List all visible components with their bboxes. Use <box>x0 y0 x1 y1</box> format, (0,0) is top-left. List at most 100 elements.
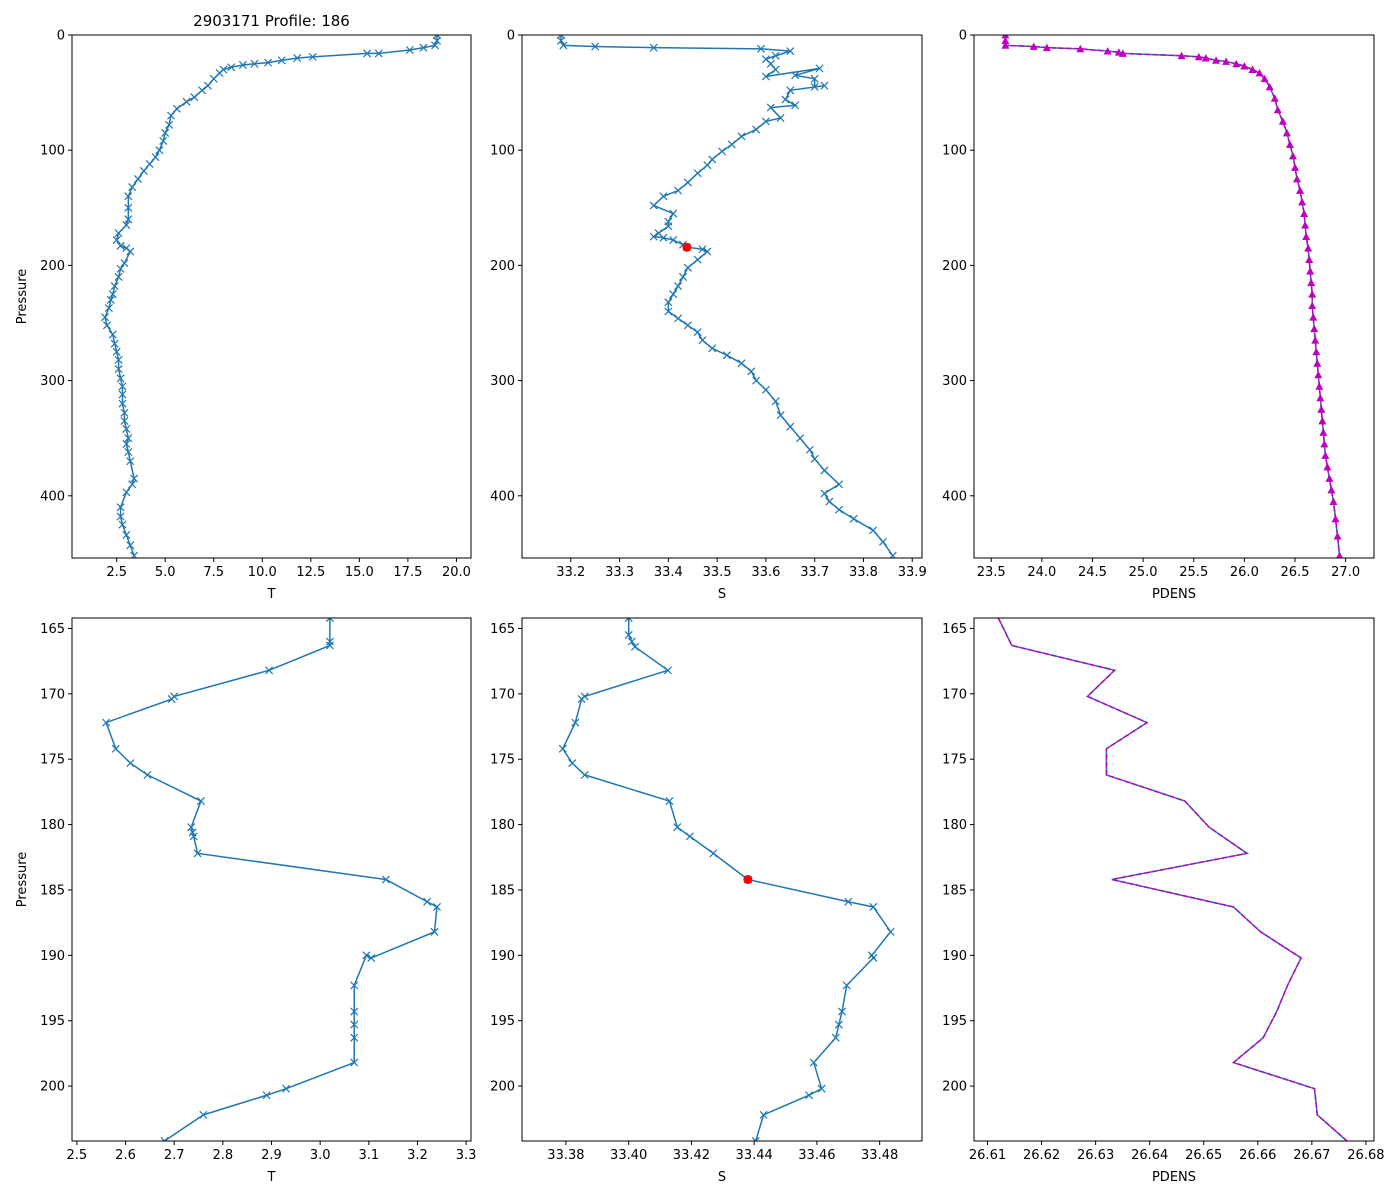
data-point <box>698 245 707 254</box>
data-point <box>747 367 756 376</box>
y-tick-label: 180 <box>490 818 515 833</box>
data-point <box>159 136 168 146</box>
data-point <box>844 897 853 906</box>
data-point <box>325 618 334 623</box>
data-point <box>663 666 672 675</box>
data-point <box>126 457 135 466</box>
data-point <box>1313 359 1322 367</box>
data-point <box>165 120 174 129</box>
data-point <box>817 1084 826 1093</box>
data-point <box>1333 532 1342 540</box>
data-point <box>693 255 702 264</box>
y-tick-label: 195 <box>490 1014 515 1029</box>
series-line <box>561 618 892 1141</box>
data-point <box>761 72 770 81</box>
data-point <box>834 1020 843 1029</box>
x-axis-label: T <box>267 587 276 602</box>
highlight-point <box>682 242 692 252</box>
data-point <box>558 744 567 753</box>
y-tick-label: 165 <box>942 622 967 637</box>
data-point <box>193 849 202 858</box>
data-point <box>835 505 844 514</box>
x-tick-label: 33.3 <box>605 565 634 580</box>
x-tick-label: 26.66 <box>1239 1148 1276 1163</box>
x-axis-label: T <box>267 1170 276 1185</box>
data-point <box>756 44 766 53</box>
highlight-point <box>743 875 753 884</box>
data-point <box>350 1058 359 1067</box>
data-point <box>674 186 683 195</box>
data-point <box>888 551 897 558</box>
y-tick-label: 0 <box>959 29 967 44</box>
x-tick-label: 26.65 <box>1185 1148 1222 1163</box>
data-point <box>683 263 692 272</box>
data-point <box>835 480 844 489</box>
data-point <box>815 64 824 73</box>
y-tick-label: 0 <box>57 29 65 44</box>
data-point <box>282 1084 291 1093</box>
data-point <box>1318 416 1327 425</box>
data-point <box>419 43 428 52</box>
y-tick-label: 190 <box>490 949 515 964</box>
data-point <box>1222 57 1231 65</box>
x-axis-label: PDENS <box>1152 587 1196 602</box>
y-tick-label: 185 <box>40 883 65 898</box>
x-tick-label: 10.0 <box>248 565 277 580</box>
data-point <box>630 642 639 651</box>
y-tick-label: 200 <box>40 259 65 274</box>
y-tick-label: 200 <box>40 1080 65 1095</box>
data-point <box>262 1091 271 1100</box>
y-tick-label: 300 <box>40 374 65 389</box>
data-point <box>771 397 780 406</box>
data-point <box>842 981 851 990</box>
data-point <box>820 466 829 475</box>
y-tick-label: 195 <box>942 1014 967 1029</box>
data-point <box>820 489 829 498</box>
data-point <box>1293 174 1302 183</box>
data-point <box>196 797 205 806</box>
x-tick-label: 27.0 <box>1331 565 1360 580</box>
data-point <box>809 1058 818 1067</box>
data-point <box>1001 41 1010 49</box>
data-point <box>678 272 688 281</box>
data-point <box>761 117 770 126</box>
y-tick-label: 100 <box>942 144 967 159</box>
data-point <box>869 953 878 962</box>
data-point <box>1001 36 1010 45</box>
data-point <box>1177 51 1186 60</box>
data-point <box>1301 221 1310 229</box>
data-point <box>1255 69 1264 77</box>
data-point <box>664 222 673 231</box>
data-point <box>766 103 775 112</box>
data-point <box>649 201 658 210</box>
data-point <box>363 49 372 58</box>
x-tick-label: 33.4 <box>654 565 683 580</box>
data-point <box>559 41 568 50</box>
data-point <box>106 295 115 304</box>
y-tick-label: 185 <box>942 883 967 898</box>
data-point <box>761 385 770 394</box>
data-point <box>1298 198 1307 206</box>
x-tick-label: 33.7 <box>800 565 829 580</box>
data-point <box>1296 186 1305 194</box>
data-point <box>693 169 702 178</box>
data-point <box>776 113 785 122</box>
x-tick-label: 26.5 <box>1281 565 1310 580</box>
y-tick-label: 190 <box>40 949 65 964</box>
data-point <box>114 365 123 374</box>
data-point <box>693 328 702 337</box>
data-point <box>1319 428 1328 436</box>
series-line <box>997 618 1348 1141</box>
x-tick-label: 15.0 <box>345 565 374 580</box>
data-point <box>116 241 125 250</box>
data-point <box>825 497 834 506</box>
data-point <box>405 45 414 55</box>
data-point <box>120 259 129 268</box>
data-point <box>556 36 566 45</box>
data-point <box>209 74 218 83</box>
data-point <box>878 537 888 546</box>
data-point <box>120 408 129 417</box>
data-point <box>591 42 600 51</box>
x-tick-label: 26.64 <box>1131 1148 1168 1163</box>
data-point <box>325 641 334 650</box>
